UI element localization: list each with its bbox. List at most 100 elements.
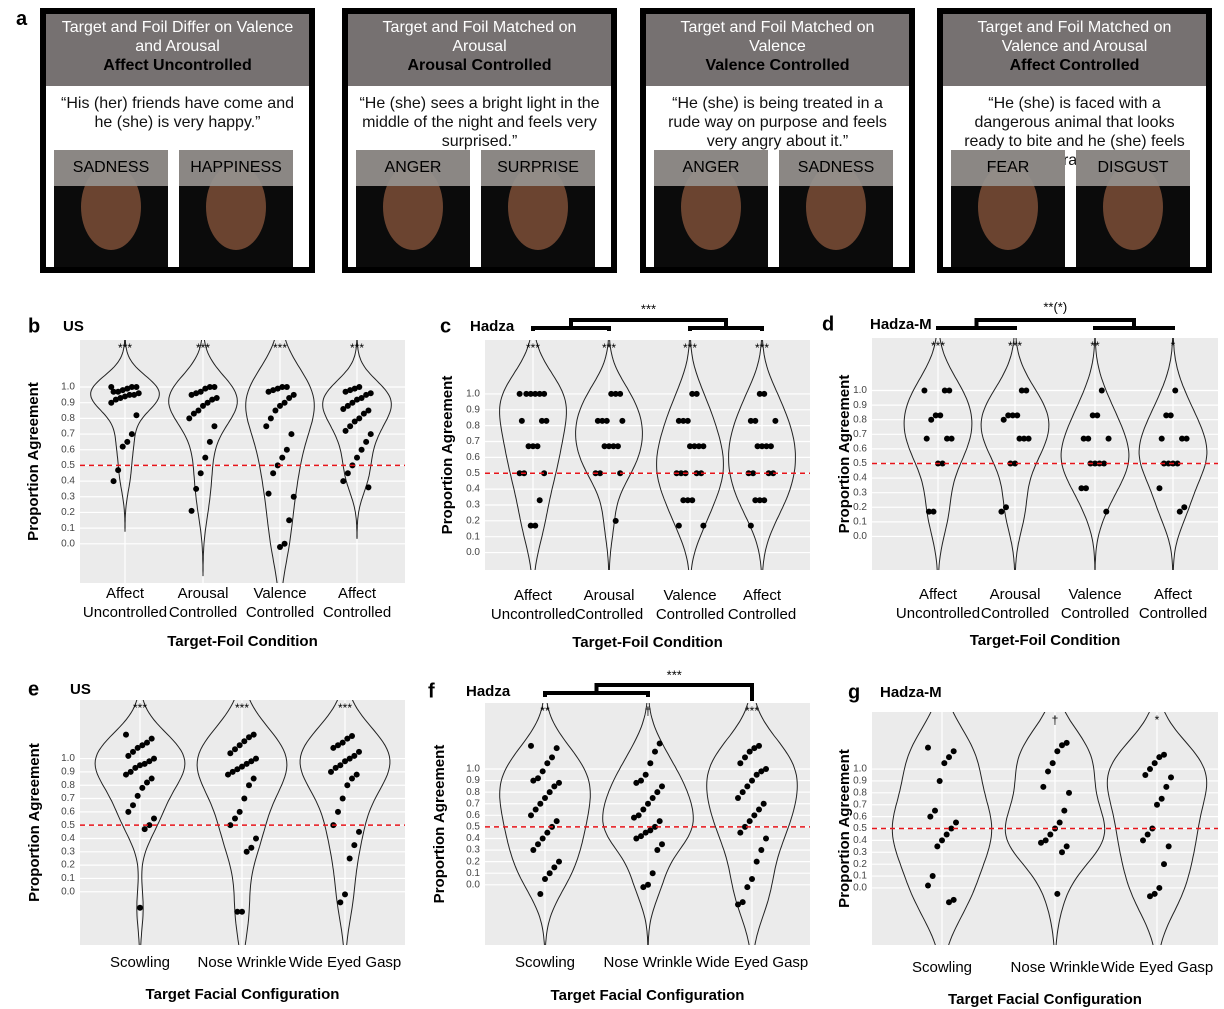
data-point xyxy=(344,736,350,742)
x-tick-label: Wide Eyed Gasp xyxy=(289,954,402,971)
panel-letter: g xyxy=(848,681,860,703)
data-point xyxy=(640,807,646,813)
x-tick-label: Scowling xyxy=(110,954,170,971)
data-point xyxy=(286,517,292,523)
condition-text: Affect Controlled xyxy=(943,56,1206,75)
bracket xyxy=(1095,328,1173,330)
data-point xyxy=(602,443,608,449)
data-point xyxy=(737,760,743,766)
data-point xyxy=(540,835,546,841)
x-tick-label: Controlled xyxy=(728,606,796,623)
data-point xyxy=(537,801,543,807)
y-axis-title: Proportion Agreement xyxy=(26,743,43,902)
x-tick-label: Controlled xyxy=(656,606,724,623)
y-tick-label: 0.5 xyxy=(853,458,867,469)
x-tick-label: Affect xyxy=(338,585,377,602)
scenario-text: “He (she) is faced with a dangerous anim… xyxy=(943,86,1206,152)
data-point xyxy=(149,736,155,742)
data-point xyxy=(1172,388,1178,394)
y-tick-label: 0.1 xyxy=(466,868,480,879)
data-point xyxy=(680,497,686,503)
data-point xyxy=(337,899,343,905)
data-point xyxy=(676,418,682,424)
y-axis-title: Proportion Agreement xyxy=(439,376,456,535)
data-point xyxy=(547,789,553,795)
face-label: HAPPINESS xyxy=(179,150,293,186)
x-tick-label: Affect xyxy=(1154,586,1193,603)
data-point xyxy=(554,745,560,751)
data-point xyxy=(934,843,940,849)
header-text: Target and Foil Differ on Valence and Ar… xyxy=(46,18,309,56)
data-point xyxy=(542,876,548,882)
y-axis-title: Proportion Agreement xyxy=(431,745,448,904)
data-point xyxy=(189,508,195,514)
data-point xyxy=(351,842,357,848)
data-point xyxy=(202,455,208,461)
data-point xyxy=(530,847,536,853)
chart-title: Hadza xyxy=(466,683,511,700)
significance-label: *** xyxy=(602,341,616,355)
face-label: SURPRISE xyxy=(481,150,595,186)
data-point xyxy=(232,816,238,822)
data-point xyxy=(354,455,360,461)
data-point xyxy=(528,812,534,818)
data-point xyxy=(266,389,272,395)
y-tick-label: 0.4 xyxy=(466,833,480,844)
data-point xyxy=(744,884,750,890)
data-point xyxy=(246,782,252,788)
data-point xyxy=(1003,504,1009,510)
data-point xyxy=(340,796,346,802)
data-point xyxy=(270,470,276,476)
x-tick-label: Arousal xyxy=(178,585,229,602)
scenario-text: “He (she) is being treated in a rude way… xyxy=(646,86,909,152)
data-point xyxy=(1159,796,1165,802)
data-point xyxy=(1090,412,1096,418)
data-point xyxy=(927,814,933,820)
data-point xyxy=(330,745,336,751)
data-point xyxy=(519,418,525,424)
data-point xyxy=(1005,412,1011,418)
data-point xyxy=(125,809,131,815)
x-tick-label: Affect xyxy=(743,587,782,604)
data-point xyxy=(1061,808,1067,814)
data-point xyxy=(1145,831,1151,837)
bracket xyxy=(545,693,648,697)
data-point xyxy=(951,748,957,754)
data-point xyxy=(998,509,1004,515)
y-tick-label: 1.0 xyxy=(853,385,867,396)
y-tick-label: 0.1 xyxy=(61,873,75,884)
data-point xyxy=(288,431,294,437)
data-point xyxy=(1159,436,1165,442)
data-point xyxy=(749,876,755,882)
y-tick-label: 0.7 xyxy=(853,799,867,810)
data-point xyxy=(539,418,545,424)
data-point xyxy=(1147,893,1153,899)
data-point xyxy=(1054,748,1060,754)
y-axis-title: Proportion Agreement xyxy=(836,375,853,534)
data-point xyxy=(1059,849,1065,855)
y-tick-label: 0.9 xyxy=(466,775,480,786)
data-point xyxy=(551,864,557,870)
data-point xyxy=(151,816,157,822)
data-point xyxy=(225,772,231,778)
data-point xyxy=(277,403,283,409)
data-point xyxy=(144,780,150,786)
data-point xyxy=(740,789,746,795)
data-point xyxy=(747,749,753,755)
stimulus-card: Target and Foil Matched on Valence and A… xyxy=(937,8,1212,273)
face-photo: FEAR xyxy=(951,150,1065,267)
data-point xyxy=(742,754,748,760)
data-point xyxy=(953,820,959,826)
data-point xyxy=(1064,843,1070,849)
y-tick-label: 0.3 xyxy=(466,845,480,856)
data-point xyxy=(1166,843,1172,849)
data-point xyxy=(744,783,750,789)
data-point xyxy=(643,772,649,778)
data-point xyxy=(608,391,614,397)
data-point xyxy=(149,776,155,782)
data-point xyxy=(234,909,240,915)
chart-title: US xyxy=(70,681,91,698)
y-tick-label: 0.4 xyxy=(853,473,867,484)
data-point xyxy=(735,795,741,801)
condition-text: Affect Uncontrolled xyxy=(46,56,309,75)
